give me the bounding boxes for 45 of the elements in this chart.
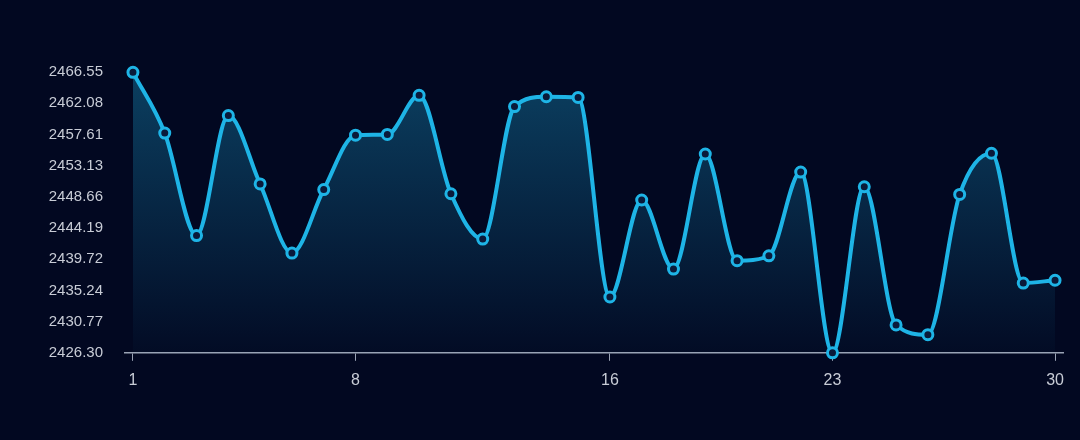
y-tick-label: 2439.72 (48, 249, 103, 267)
point (825, 346, 839, 360)
point (285, 246, 299, 260)
y-tick-label: 2426.30 (48, 342, 103, 360)
point (762, 249, 776, 263)
x-tick-label: 8 (351, 370, 361, 388)
point (666, 262, 680, 276)
y-tick-label: 2457.61 (48, 124, 103, 142)
point (921, 328, 935, 342)
point (794, 165, 808, 179)
point (539, 90, 553, 104)
point (221, 109, 235, 123)
point (126, 65, 140, 79)
point (603, 290, 617, 304)
point (317, 183, 331, 197)
point (698, 147, 712, 161)
point (476, 232, 490, 246)
point (380, 127, 394, 141)
point (857, 180, 871, 194)
y-tick-label: 2444.19 (48, 218, 103, 236)
point (984, 146, 998, 160)
x-tick-label: 1 (128, 370, 138, 388)
point (1016, 276, 1030, 290)
point (158, 126, 172, 140)
y-tick-label: 2462.08 (48, 93, 103, 111)
point (635, 193, 649, 207)
y-tick-label: 2466.55 (48, 62, 103, 80)
point (730, 254, 744, 268)
point (1048, 273, 1062, 287)
point (508, 100, 522, 114)
point (889, 318, 903, 332)
point (349, 128, 363, 142)
point (444, 187, 458, 201)
y-tick-label: 2453.13 (48, 155, 103, 173)
y-tick-label: 2448.66 (48, 186, 103, 204)
x-tick-label: 23 (823, 370, 842, 388)
point (412, 88, 426, 102)
point (953, 187, 967, 201)
x-tick-label: 16 (601, 370, 619, 388)
y-tick-label: 2430.77 (48, 311, 103, 329)
point (571, 90, 585, 104)
x-tick-label: 30 (1046, 370, 1065, 388)
point (253, 177, 267, 191)
y-tick-label: 2435.24 (48, 280, 103, 298)
point (190, 229, 204, 243)
